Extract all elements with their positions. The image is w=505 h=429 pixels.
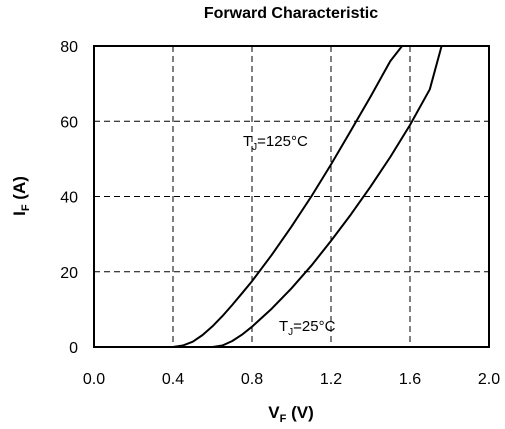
- series-layer: [94, 45, 443, 348]
- plot-frame: [93, 45, 490, 348]
- grid-layer: [94, 46, 489, 347]
- y-tick-label: 20: [60, 265, 78, 282]
- x-tick-label: 2.0: [478, 371, 500, 388]
- series-label-25c: TJ=25°C: [279, 318, 336, 338]
- y-axis-label-unit: (A): [10, 176, 29, 204]
- series-line-125c: [94, 45, 403, 348]
- y-axis-label: IF (A): [10, 176, 32, 216]
- series-label-125c-main: T: [243, 133, 252, 150]
- series-label-125c: TJ=125°C: [243, 133, 308, 153]
- x-tick-label: 0.0: [83, 371, 105, 388]
- y-tick-label: 40: [60, 190, 78, 207]
- x-tick-label: 1.6: [399, 371, 421, 388]
- series-line-25c: [94, 45, 443, 348]
- series-label-125c-rest: =125°C: [257, 133, 308, 150]
- x-tick-label: 0.4: [162, 371, 184, 388]
- x-tick-label: 1.2: [320, 371, 342, 388]
- x-axis-label-sub: F: [280, 413, 287, 425]
- x-axis-label-unit: (V): [286, 403, 313, 422]
- y-tick-label: 80: [60, 39, 78, 56]
- y-tick-label: 0: [69, 340, 78, 357]
- series-label-25c-sub: J: [288, 327, 293, 338]
- y-axis-label-sub: F: [20, 204, 32, 211]
- x-tick-label: 0.8: [241, 371, 263, 388]
- chart-title: Forward Characteristic: [204, 5, 378, 22]
- series-label-125c-sub: J: [252, 142, 257, 153]
- y-tick-label: 60: [60, 114, 78, 131]
- x-axis-label: VF (V): [268, 403, 313, 425]
- y-axis-label-main: I: [10, 211, 29, 216]
- series-label-25c-main: T: [279, 318, 288, 335]
- series-label-25c-rest: =25°C: [293, 318, 335, 335]
- x-axis-label-main: V: [268, 403, 280, 422]
- tick-labels: 0.0 0.4 0.8 1.2 1.6 2.0 0 20 40 60 80: [60, 39, 500, 388]
